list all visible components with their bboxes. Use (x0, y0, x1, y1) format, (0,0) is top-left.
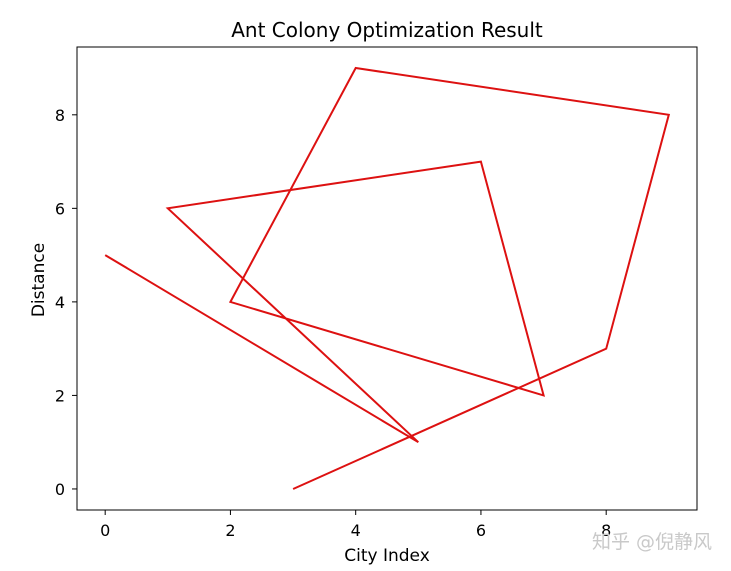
x-axis-label: City Index (344, 546, 430, 566)
watermark-text: 知乎 @倪静风 (592, 531, 712, 553)
y-tick-label: 0 (55, 480, 65, 499)
route-series-line (104, 66, 671, 490)
y-tick-label: 6 (55, 199, 65, 218)
x-tick-label: 0 (100, 521, 110, 540)
route-series-points (105, 68, 669, 489)
y-tick-label: 4 (55, 293, 65, 312)
plot-area-frame (76, 46, 698, 511)
y-axis-label: Distance (29, 243, 49, 317)
x-tick-label: 4 (351, 521, 361, 540)
y-axis-ticks: 0 2 4 6 8 (55, 106, 77, 499)
chart-title: Ant Colony Optimization Result (231, 18, 543, 42)
x-tick-label: 2 (225, 521, 235, 540)
y-tick-label: 8 (55, 106, 65, 125)
y-tick-label: 2 (55, 386, 65, 405)
x-tick-label: 8 (601, 521, 611, 540)
x-tick-label: 6 (476, 521, 486, 540)
x-axis-ticks: 0 2 4 6 8 (100, 510, 611, 540)
